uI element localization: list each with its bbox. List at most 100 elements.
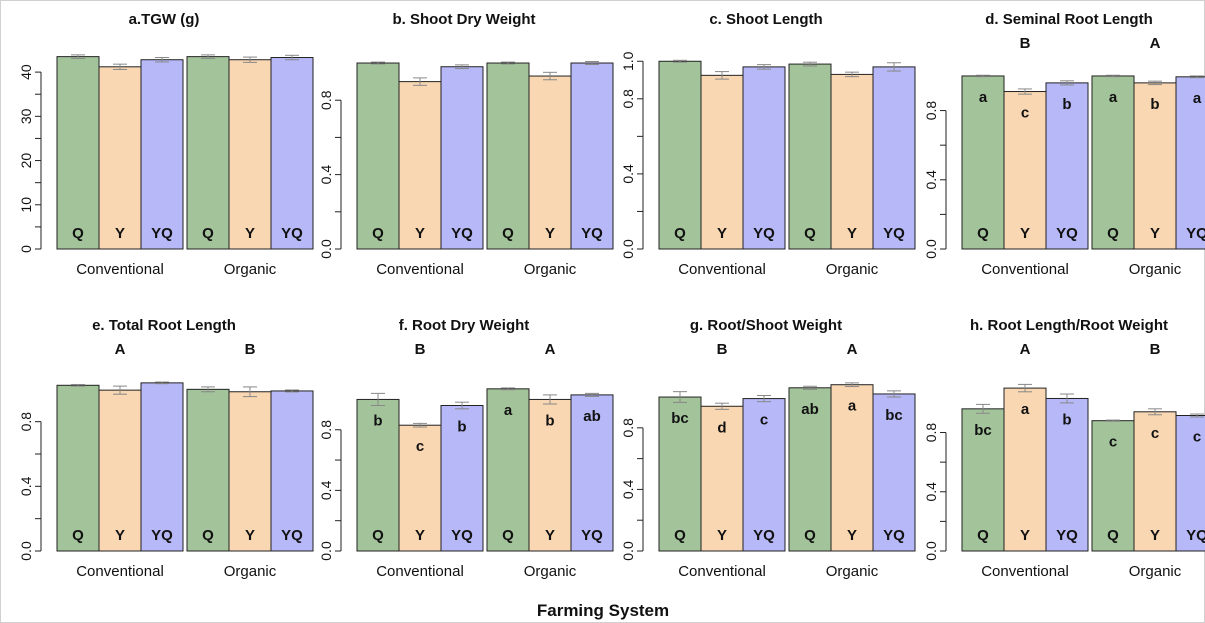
bar-series-label: Q [804,225,816,242]
bar-letter: c [1021,105,1029,122]
y-tick-label: 0.0 [620,239,636,259]
bar-letter: c [1193,428,1201,445]
bar-series-label: Q [502,527,514,544]
bar-letter: a [1193,90,1202,107]
bar-letter: bc [974,422,992,439]
bar [486,62,530,250]
bar-series-label: Y [1150,225,1160,242]
panel-7: g. Root/Shoot Weight0.00.40.8BQbcYdYQcCo… [620,317,916,580]
bar-series-label: YQ [581,225,603,242]
bar-series-label: YQ [281,225,303,242]
bar-letter: b [545,412,554,429]
bar-series-label: Q [1107,225,1119,242]
bar-series-label: Y [545,225,555,242]
bar [356,62,400,250]
y-tick-label: 0.4 [18,476,34,496]
bar [1175,414,1205,552]
y-tick-label: 0.0 [318,541,334,561]
bar [658,60,702,250]
bar [228,391,272,552]
bar [570,394,614,552]
bar-series-label: Q [72,225,84,242]
bar-series-label: YQ [1186,527,1205,544]
bar-series-label: Q [674,225,686,242]
panel-1: a.TGW (g) 0 10 20 30 40 Q Y YQ Conventional Q Y YQ Or… [18,11,314,278]
bar [1133,411,1177,552]
panel-title: h. Root Length/Root Weight [970,317,1168,334]
bar-series-label: YQ [451,225,473,242]
bar [872,66,916,250]
bar-letter: a [848,398,857,415]
bar-series-label: Q [804,527,816,544]
bar-series-label: YQ [1056,527,1078,544]
y-tick-label: 0.8 [620,418,636,438]
y-tick-label: 40 [18,64,34,80]
group-letter: B [1150,341,1161,358]
bar [872,393,916,552]
bar-letter: d [717,419,726,436]
bar-letter: b [1150,96,1159,113]
bar-letter: c [1151,425,1159,442]
y-tick-label: 10 [18,197,34,213]
y-tick-label: 0.8 [923,423,939,443]
bar [830,73,874,250]
bar-letter: b [373,412,382,429]
bar [961,408,1005,552]
y-tick-label: 0.0 [620,541,636,561]
bar [1045,397,1089,552]
y-tick-label: 0.8 [18,412,34,432]
category-label: Conventional [376,563,464,580]
bar-series-label: YQ [151,225,173,242]
category-label: Organic [224,563,277,580]
y-tick-label: 0.8 [620,89,636,109]
bar-letter: a [1109,89,1118,106]
y-tick-label: 0.0 [923,239,939,259]
bar [961,75,1005,250]
bar-series-label: Y [245,225,255,242]
bar-series-label: Q [502,225,514,242]
category-label: Conventional [981,563,1069,580]
group-letter: B [245,341,256,358]
panel-title: g. Root/Shoot Weight [690,317,842,334]
bar-series-label: YQ [753,225,775,242]
category-label: Organic [224,261,277,278]
bar [1003,91,1047,250]
category-label: Conventional [76,563,164,580]
bar [742,398,786,552]
bar-series-label: YQ [151,527,173,544]
bar [486,388,530,552]
bar-series-label: Q [202,527,214,544]
bar [228,59,272,250]
group-letter: A [115,341,126,358]
y-tick-label: 0.4 [620,164,636,184]
bar-letter: b [457,419,466,436]
bar [528,398,572,552]
panel-title: f. Root Dry Weight [399,317,530,334]
group-letter: A [847,341,858,358]
group-letter: B [717,341,728,358]
bar-series-label: YQ [883,225,905,242]
bar [140,382,184,552]
bar [570,62,614,250]
panel-title: e. Total Root Length [92,317,236,334]
panel-6: f. Root Dry Weight0.00.40.8BQbYcYQbConve… [318,317,614,580]
bar-series-label: YQ [883,527,905,544]
y-tick-label: 0.4 [620,479,636,499]
y-tick-label: 30 [18,108,34,124]
bar-letter: a [504,402,513,419]
bar-series-label: YQ [1056,225,1078,242]
y-tick-label: 0.0 [923,541,939,561]
bar [270,57,314,250]
bar [98,66,142,250]
bar-letter: c [1109,434,1117,451]
bar [1091,420,1135,552]
category-label: Organic [524,563,577,580]
bar [1091,75,1135,250]
bar [186,56,230,250]
bar-series-label: Q [372,527,384,544]
y-tick-label: 0.4 [923,170,939,190]
category-label: Organic [524,261,577,278]
panel-title: d. Seminal Root Length [985,11,1153,28]
